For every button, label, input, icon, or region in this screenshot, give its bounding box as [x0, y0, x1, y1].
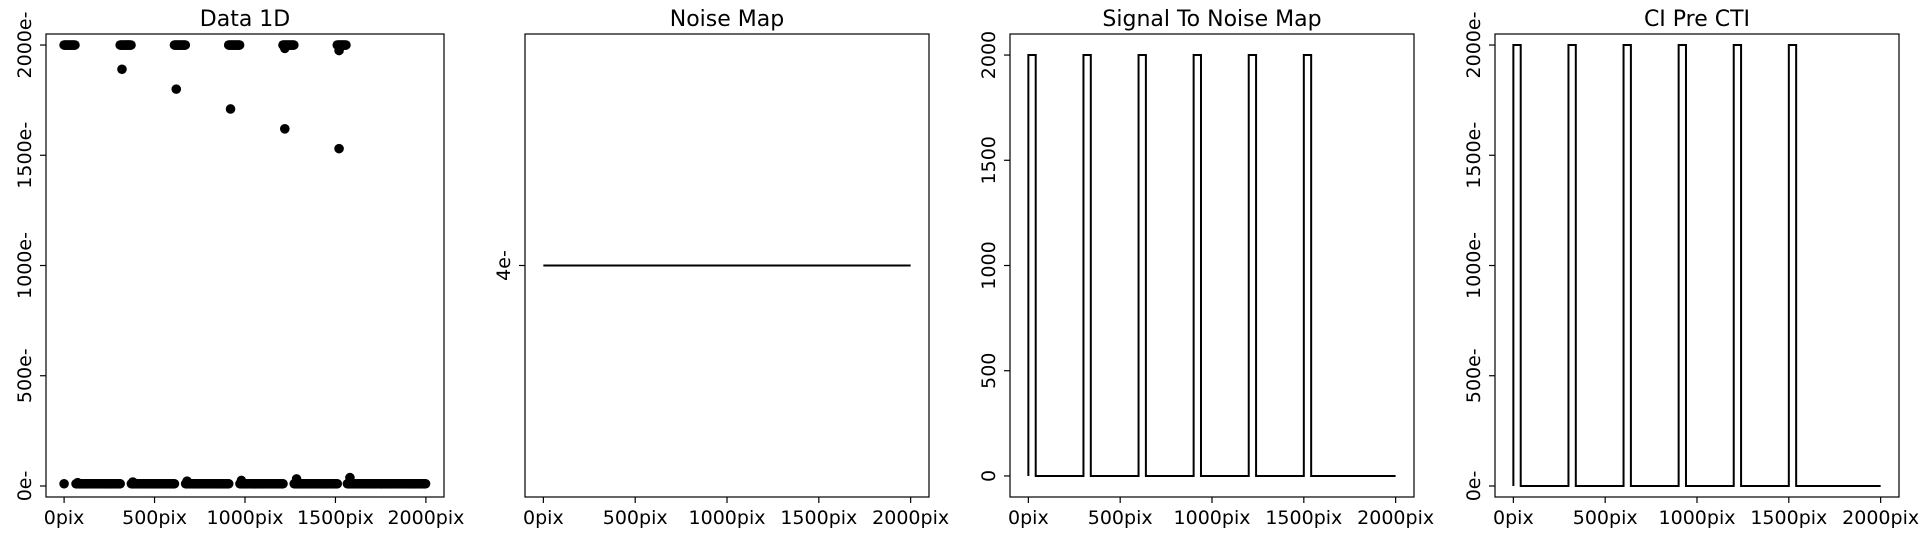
x-tick-label: 0pix — [523, 507, 564, 529]
x-tick-label: 2000pix — [872, 507, 949, 529]
series-line — [1512, 44, 1881, 487]
x-tick-label: 500pix — [1088, 507, 1153, 529]
x-tick-label: 500pix — [1573, 507, 1638, 529]
data-point — [59, 478, 69, 489]
data-point — [289, 40, 299, 50]
x-tick-label: 0pix — [44, 507, 85, 529]
y-tick-label: 500 — [978, 353, 1000, 389]
y-tick-label: 1500e- — [14, 122, 36, 189]
data-point — [72, 477, 83, 488]
x-tick-label: 1000pix — [1659, 507, 1736, 529]
y-tick-label: 0e- — [14, 471, 36, 502]
data-point — [180, 40, 191, 50]
data-point — [345, 472, 355, 483]
y-tick-label: 500e- — [14, 348, 36, 403]
data-point — [225, 104, 236, 114]
x-tick-label: 1500pix — [297, 507, 374, 529]
data-point — [169, 478, 180, 489]
x-tick-label: 1500pix — [1265, 507, 1342, 529]
panel-signal-to-noise-map: Signal To Noise Map 0pix 500pix 1000pix 150… — [978, 7, 1434, 529]
x-tick-label: 2000pix — [1842, 507, 1919, 529]
data-point — [280, 124, 290, 134]
data-point — [332, 478, 343, 489]
x-tick-label: 500pix — [122, 507, 187, 529]
x-tick-label: 1500pix — [780, 507, 857, 529]
plot-area — [1494, 33, 1900, 498]
data-point — [334, 45, 344, 56]
data-point — [234, 40, 245, 50]
y-tick-label: 0e- — [1463, 471, 1485, 502]
y-tick-label: 2000e- — [14, 12, 36, 79]
y-tick-label: 0 — [978, 470, 1000, 482]
plot-area — [1009, 33, 1415, 498]
chart-title: Signal To Noise Map — [1102, 7, 1321, 32]
data-point — [171, 84, 182, 94]
y-tick-label: 2000e- — [1463, 12, 1485, 79]
y-tick-label: 2000 — [978, 31, 1000, 79]
y-tick-label: 1500e- — [1463, 122, 1485, 189]
x-tick-label: 1000pix — [207, 507, 284, 529]
panel-ci-pre-cti: CI Pre CTI 0pix 500pix 1000pix 1500pix 2000p… — [1463, 7, 1919, 529]
y-tick-label: 1500 — [978, 136, 1000, 184]
data-point — [236, 475, 247, 486]
x-tick-label: 1000pix — [1174, 507, 1251, 529]
chart-title: Noise Map — [670, 7, 784, 32]
chart-title: CI Pre CTI — [1644, 7, 1750, 32]
data-point — [115, 478, 125, 489]
y-tick-label: 1000e- — [1463, 232, 1485, 299]
data-point — [117, 64, 127, 75]
x-tick-label: 2000pix — [387, 507, 464, 529]
x-tick-label: 2000pix — [1357, 507, 1434, 529]
data-point — [341, 40, 351, 50]
series-line — [1027, 54, 1396, 477]
y-tick-label: 1000 — [978, 241, 1000, 289]
data-point — [70, 40, 80, 50]
y-tick-label: 500e- — [1463, 348, 1485, 403]
x-tick-label: 0pix — [1008, 507, 1049, 529]
data-point — [128, 477, 138, 487]
data-point — [223, 478, 234, 489]
data-point — [280, 43, 290, 54]
y-tick-label: 4e- — [493, 250, 515, 281]
x-tick-label: 500pix — [603, 507, 668, 529]
data-point — [182, 476, 192, 486]
data-point — [291, 474, 302, 484]
data-point — [334, 143, 344, 154]
x-tick-label: 0pix — [1493, 507, 1534, 529]
panel-data-1d: Data 1D 0pix 500pix 1000pix 1500pix 2000pix 0… — [14, 7, 464, 529]
data-point — [278, 478, 288, 489]
data-point — [126, 40, 136, 50]
data-point — [420, 478, 431, 489]
chart-title: Data 1D — [200, 7, 290, 32]
x-tick-label: 1000pix — [689, 507, 766, 529]
y-tick-label: 1000e- — [14, 232, 36, 299]
x-tick-label: 1500pix — [1750, 507, 1827, 529]
plot-area — [45, 33, 445, 498]
panel-noise-map: Noise Map 0pix 500pix 1000pix 1500pix 2000pi… — [493, 7, 949, 529]
